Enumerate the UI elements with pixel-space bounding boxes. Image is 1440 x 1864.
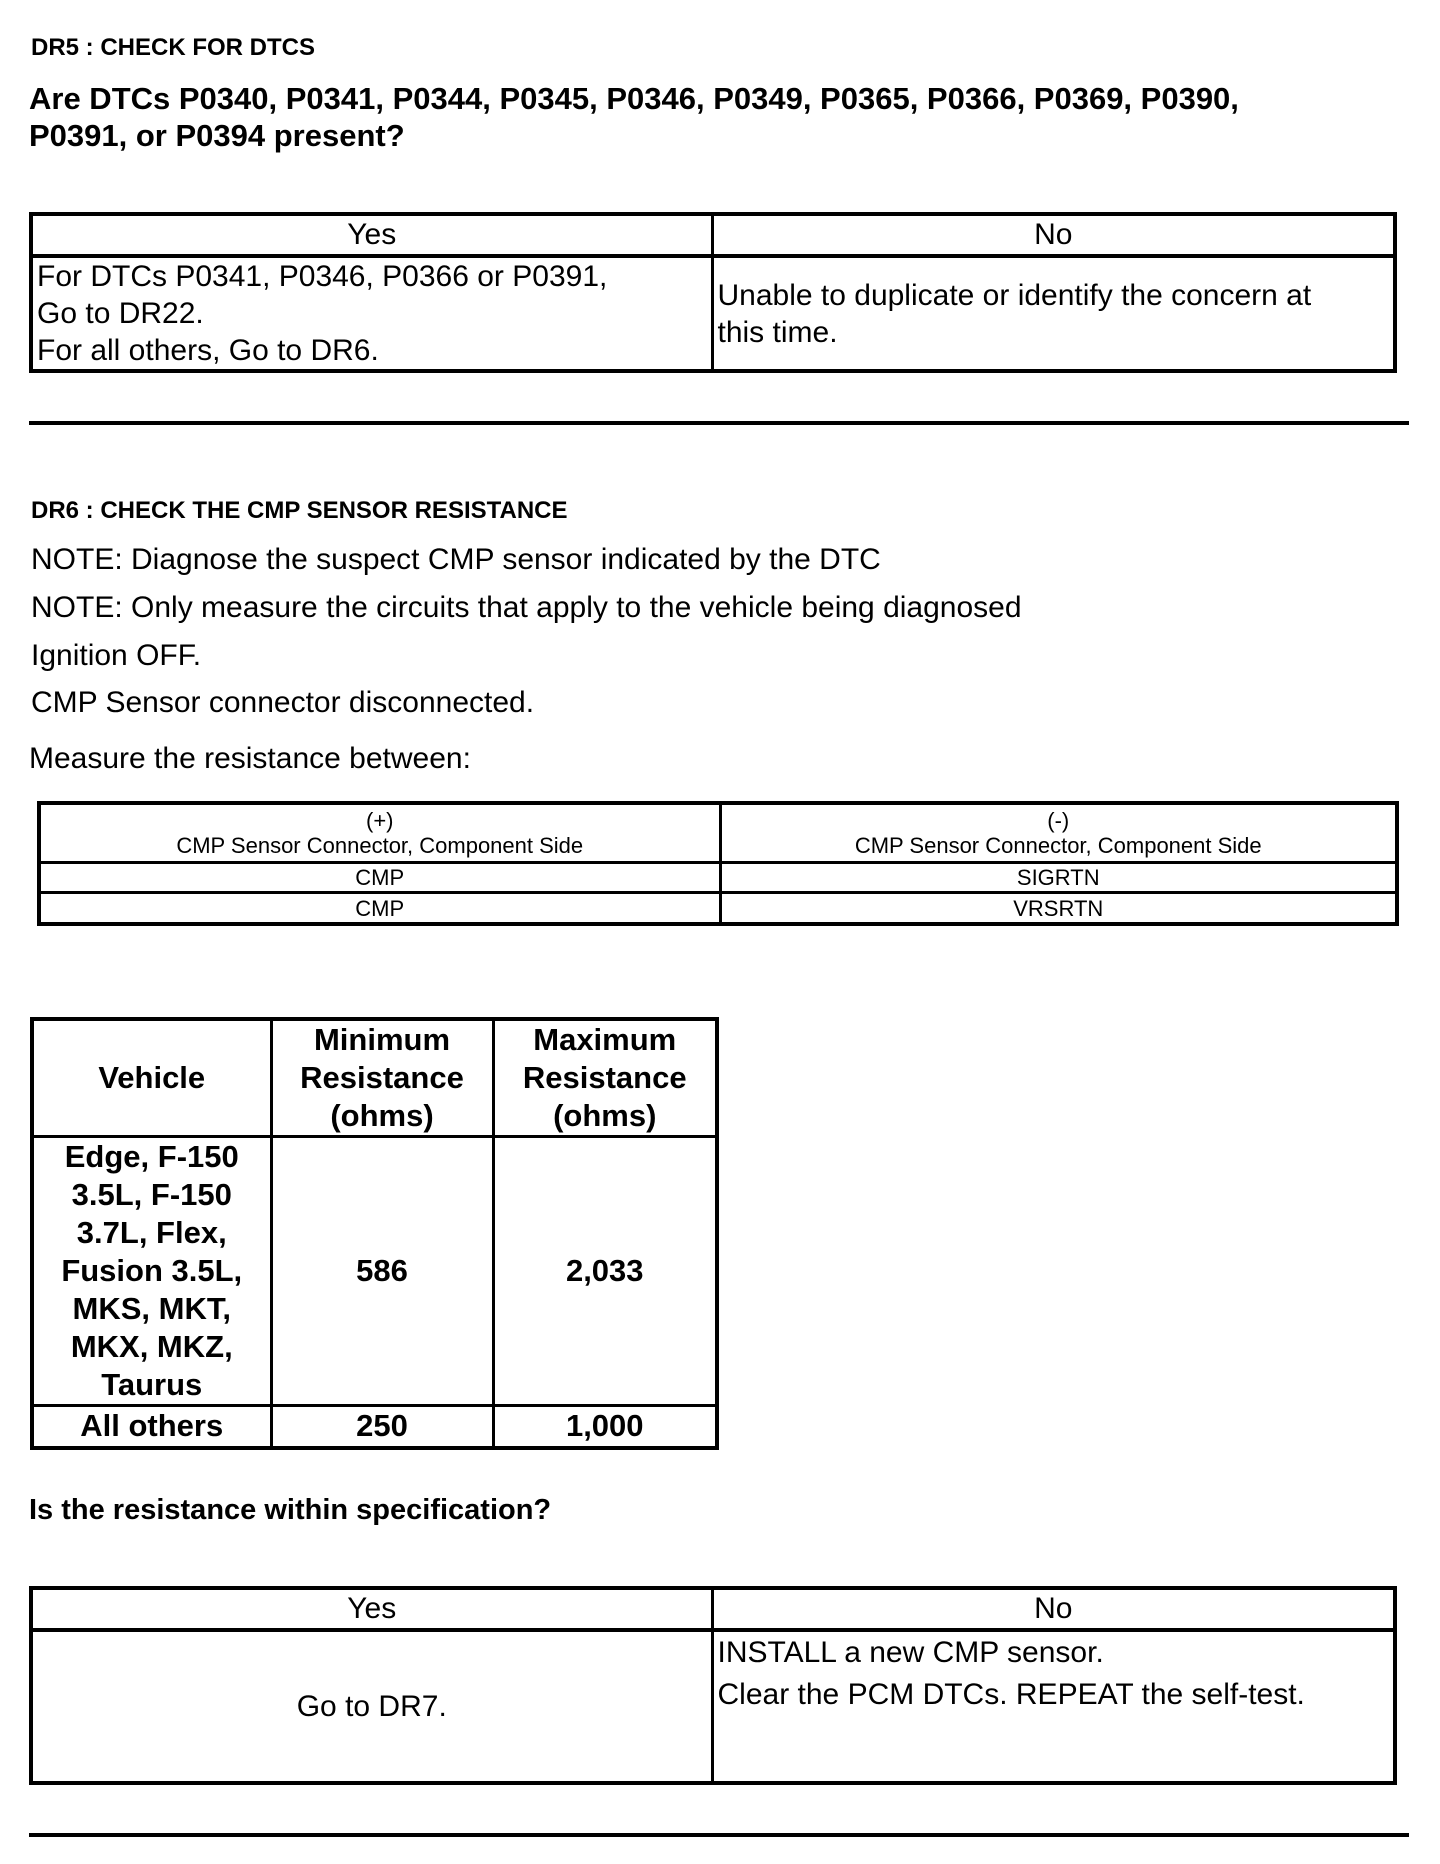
vehicle-cell: All others <box>30 1404 273 1449</box>
no-line: this time. <box>717 315 838 349</box>
vehicle-line: MKS, MKT, <box>72 1291 231 1326</box>
vehicle-line: Fusion 3.5L, <box>61 1253 243 1288</box>
no-cell: Unable to duplicate or identify the conc… <box>710 254 1397 373</box>
note: NOTE: Diagnose the suspect CMP sensor in… <box>31 543 881 576</box>
note: NOTE: Only measure the circuits that app… <box>31 591 1022 624</box>
yes-line: For DTCs P0341, P0346, P0366 or P0391, <box>37 260 608 293</box>
instruction: CMP Sensor connector disconnected. <box>31 686 535 719</box>
question-line: P0391, or P0394 present? <box>29 118 405 153</box>
yes-line: Go to DR22. <box>37 297 204 330</box>
header-text: Vehicle <box>98 1060 206 1095</box>
header-text: (ohms) <box>553 1098 657 1133</box>
instruction: Ignition OFF. <box>31 639 202 672</box>
min-header: Minimum Resistance (ohms) <box>269 1017 495 1138</box>
min-cell: 250 <box>269 1404 495 1449</box>
question-line: Are DTCs P0340, P0341, P0344, P0345, P03… <box>29 81 1239 116</box>
header-text: Maximum <box>533 1022 677 1057</box>
no-line: Unable to duplicate or identify the conc… <box>717 278 1312 312</box>
yes-line: For all others, Go to DR6. <box>37 334 379 367</box>
vehicle-line: MKX, MKZ, <box>70 1329 233 1364</box>
vehicle-header: Vehicle <box>30 1017 273 1138</box>
table-row: All others 250 1,000 <box>30 1404 719 1449</box>
vehicle-line: Taurus <box>101 1367 203 1402</box>
divider <box>29 1833 1409 1837</box>
min-cell: 586 <box>269 1135 495 1407</box>
divider <box>29 421 1409 425</box>
no-line: INSTALL a new CMP sensor. <box>717 1636 1104 1669</box>
vehicle-cell: Edge, F-150 3.5L, F-150 3.7L, Flex, Fusi… <box>30 1135 273 1407</box>
max-header: Maximum Resistance (ohms) <box>491 1017 719 1138</box>
table-row: CMP VRSRTN <box>37 891 1399 926</box>
negative-header: (-) CMP Sensor Connector, Component Side <box>718 801 1399 864</box>
dr6-yes-no-table: Yes No Go to DR7. INSTALL a new CMP sens… <box>29 1586 1397 1785</box>
negative-symbol: (-) <box>1047 807 1070 833</box>
measure-table: (+) CMP Sensor Connector, Component Side… <box>37 801 1399 926</box>
yes-cell: Go to DR7. <box>29 1628 714 1785</box>
vehicle-line: Edge, F-150 <box>64 1139 239 1174</box>
positive-symbol: (+) <box>366 807 394 833</box>
header-text: Minimum <box>313 1022 451 1057</box>
positive-header: (+) CMP Sensor Connector, Component Side <box>37 801 722 864</box>
positive-label: CMP Sensor Connector, Component Side <box>176 832 584 858</box>
resistance-table: Vehicle Minimum Resistance (ohms) Maximu… <box>30 1017 719 1450</box>
yes-header: Yes <box>29 1586 714 1632</box>
vehicle-line: 3.5L, F-150 <box>71 1177 232 1212</box>
no-cell: INSTALL a new CMP sensor. Clear the PCM … <box>710 1628 1397 1785</box>
header-text: (ohms) <box>330 1098 434 1133</box>
negative-cell: VRSRTN <box>718 891 1399 926</box>
header-text: Resistance <box>300 1060 464 1095</box>
dr6-question: Is the resistance within specification? <box>29 1494 552 1526</box>
instruction: Measure the resistance between: <box>29 742 471 775</box>
dr5-title: DR5 : CHECK FOR DTCS <box>31 34 316 61</box>
max-cell: 1,000 <box>491 1404 719 1449</box>
dr5-question: Are DTCs P0340, P0341, P0344, P0345, P03… <box>29 80 1239 154</box>
vehicle-line: 3.7L, Flex, <box>76 1215 227 1250</box>
positive-cell: CMP <box>37 891 722 926</box>
header-text: Resistance <box>522 1060 687 1095</box>
positive-cell: CMP <box>37 860 722 895</box>
dr6-title: DR6 : CHECK THE CMP SENSOR RESISTANCE <box>31 497 568 524</box>
no-line: Clear the PCM DTCs. REPEAT the self-test… <box>717 1678 1305 1711</box>
dr5-yes-no-table: Yes No For DTCs P0341, P0346, P0366 or P… <box>29 212 1397 373</box>
no-header: No <box>710 212 1397 258</box>
yes-header: Yes <box>29 212 714 258</box>
negative-label: CMP Sensor Connector, Component Side <box>854 832 1262 858</box>
max-cell: 2,033 <box>491 1135 719 1407</box>
negative-cell: SIGRTN <box>718 860 1399 895</box>
table-row: Edge, F-150 3.5L, F-150 3.7L, Flex, Fusi… <box>30 1135 719 1407</box>
no-header: No <box>710 1586 1397 1632</box>
yes-cell: For DTCs P0341, P0346, P0366 or P0391, G… <box>29 254 714 373</box>
table-row: CMP SIGRTN <box>37 860 1399 895</box>
